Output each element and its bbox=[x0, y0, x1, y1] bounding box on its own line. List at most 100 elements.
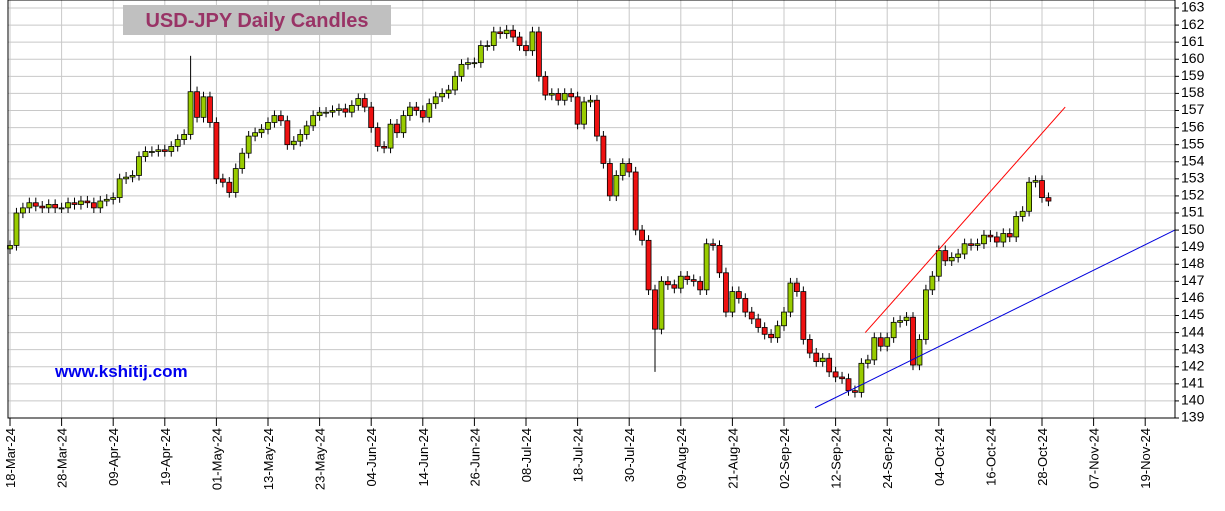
x-tick-label: 01-May-24 bbox=[209, 428, 224, 490]
candle-body bbox=[781, 311, 787, 327]
y-tick-label: 158 bbox=[1181, 84, 1205, 100]
candle-body bbox=[1032, 180, 1039, 183]
y-tick-label: 140 bbox=[1181, 392, 1205, 408]
candle-body bbox=[852, 390, 858, 393]
candle-body bbox=[65, 202, 71, 209]
candle-body bbox=[832, 371, 839, 378]
candle-body bbox=[665, 280, 671, 286]
candle-body bbox=[1019, 210, 1026, 217]
candle-body bbox=[452, 75, 458, 91]
y-tick-label: 143 bbox=[1181, 340, 1205, 356]
x-tick-label: 28-Mar-24 bbox=[55, 428, 70, 488]
candle-body bbox=[671, 284, 678, 289]
candle-body bbox=[136, 156, 142, 176]
x-tick-label: 16-Oct-24 bbox=[983, 428, 998, 486]
x-tick-label: 19-Nov-24 bbox=[1138, 428, 1153, 489]
candle-body bbox=[477, 45, 484, 64]
y-tick-label: 156 bbox=[1181, 118, 1205, 134]
candle-body bbox=[336, 108, 342, 111]
candle-body bbox=[697, 280, 704, 291]
candle-body bbox=[219, 178, 226, 183]
y-tick-label: 162 bbox=[1181, 16, 1205, 32]
candle-body bbox=[265, 122, 271, 130]
candle-body bbox=[548, 93, 555, 96]
candle-body bbox=[413, 106, 420, 111]
candle-body bbox=[948, 257, 955, 262]
candle-body bbox=[897, 320, 903, 323]
candle-body bbox=[568, 93, 575, 98]
candle-body bbox=[277, 115, 284, 122]
candle-body bbox=[942, 250, 949, 262]
candle-body bbox=[439, 93, 446, 98]
candle-body bbox=[677, 275, 684, 289]
candle-body bbox=[813, 352, 820, 363]
candle-body bbox=[606, 163, 613, 197]
candle-body bbox=[884, 337, 891, 347]
candle-body bbox=[445, 89, 452, 94]
candle-body bbox=[271, 115, 278, 123]
trend-line bbox=[864, 106, 1066, 333]
candle-body bbox=[826, 357, 833, 373]
candle-body bbox=[78, 200, 84, 205]
candle-body bbox=[45, 204, 52, 209]
candle-body bbox=[342, 108, 349, 113]
x-tick-label: 12-Sep-24 bbox=[829, 428, 844, 489]
candle-body bbox=[13, 212, 20, 246]
candle-body bbox=[471, 62, 478, 65]
x-tick-label: 30-Jul-24 bbox=[622, 428, 637, 482]
candle-body bbox=[619, 163, 626, 176]
candle-body bbox=[368, 106, 375, 128]
candle-body bbox=[400, 115, 407, 134]
y-tick-label: 157 bbox=[1181, 101, 1205, 117]
y-tick-label: 152 bbox=[1181, 187, 1205, 203]
candle-body bbox=[794, 282, 800, 292]
candle-body bbox=[290, 140, 297, 146]
candle-body bbox=[871, 337, 878, 361]
watermark: www.kshitij.com bbox=[54, 362, 188, 381]
trend-line bbox=[814, 229, 1176, 409]
candle-body bbox=[748, 311, 755, 320]
candle-body bbox=[187, 91, 194, 135]
y-tick-label: 149 bbox=[1181, 238, 1205, 254]
candle-body bbox=[432, 96, 439, 105]
candle-body bbox=[213, 122, 220, 180]
candle-body bbox=[587, 99, 594, 103]
x-tick-label: 09-Apr-24 bbox=[106, 428, 121, 486]
candle-body bbox=[723, 272, 729, 313]
candle-body bbox=[103, 198, 110, 202]
candle-body bbox=[458, 63, 465, 77]
candle-body bbox=[387, 123, 394, 149]
candle-body bbox=[632, 171, 639, 231]
candle-body bbox=[355, 98, 362, 106]
candle-body bbox=[303, 125, 310, 135]
candle-body bbox=[626, 163, 633, 173]
candle-body bbox=[658, 280, 665, 330]
candle-body bbox=[1000, 233, 1007, 243]
y-tick-label: 154 bbox=[1181, 152, 1205, 168]
x-tick-label: 14-Jun-24 bbox=[416, 428, 431, 487]
candle-body bbox=[858, 362, 865, 393]
candle-body bbox=[71, 202, 78, 205]
candle-body bbox=[110, 197, 117, 200]
x-tick-label: 18-Jul-24 bbox=[571, 428, 586, 482]
candles bbox=[7, 25, 1176, 409]
candle-body bbox=[148, 151, 155, 153]
candle-body bbox=[406, 106, 413, 117]
candle-body bbox=[26, 202, 33, 209]
candle-body bbox=[877, 337, 884, 347]
candle-body bbox=[200, 96, 207, 118]
candle-body bbox=[181, 134, 188, 140]
x-tick-label: 09-Aug-24 bbox=[674, 428, 689, 489]
candle-body bbox=[574, 96, 581, 125]
candle-body bbox=[252, 132, 259, 137]
candle-body bbox=[194, 91, 200, 118]
candle-body bbox=[232, 168, 239, 193]
y-tick-label: 153 bbox=[1181, 170, 1205, 186]
candle-body bbox=[490, 31, 497, 46]
candle-body bbox=[993, 236, 1000, 243]
candle-body bbox=[84, 200, 91, 204]
y-tick-label: 142 bbox=[1181, 357, 1205, 373]
candle-body bbox=[361, 98, 368, 108]
y-tick-label: 150 bbox=[1181, 221, 1205, 237]
